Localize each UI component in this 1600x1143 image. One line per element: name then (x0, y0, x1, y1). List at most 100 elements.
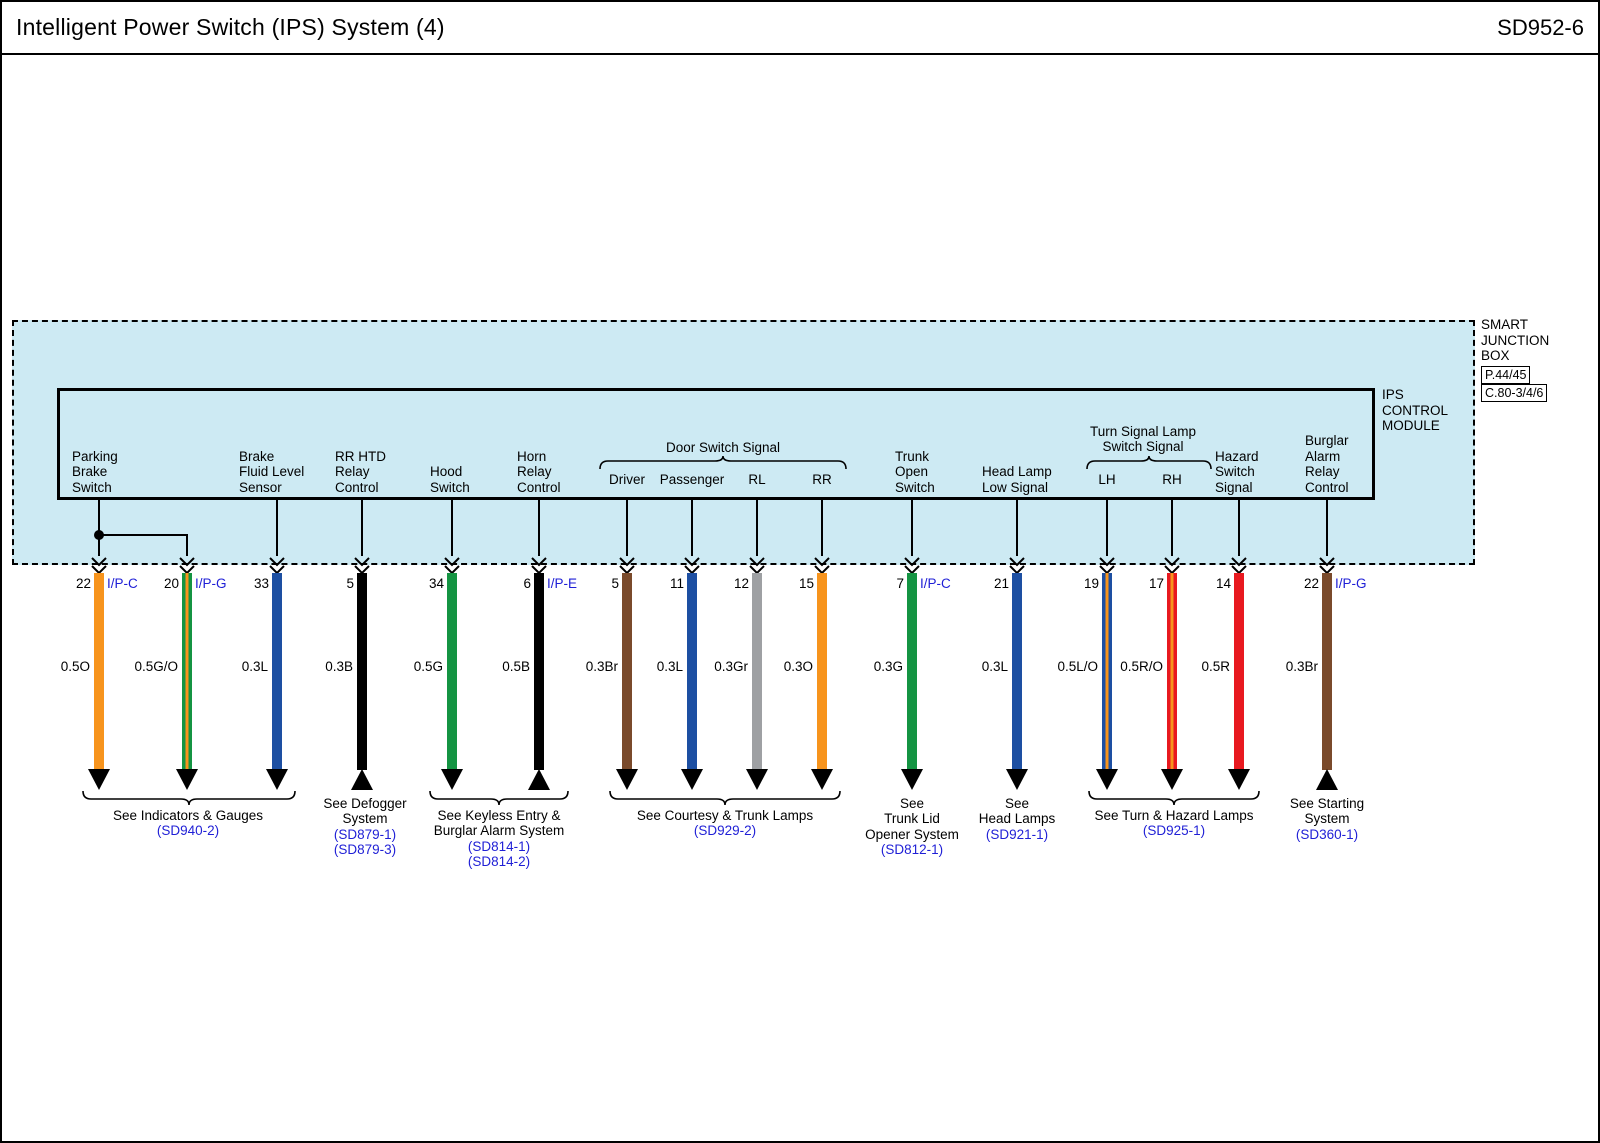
dest-label: See Starting System (1289, 796, 1365, 827)
pin-number: 6 (523, 576, 531, 591)
signal-door-rr: RR (812, 472, 832, 487)
wire-gauge: 0.3L (656, 659, 683, 674)
wire-gauge: 0.3B (325, 659, 353, 674)
brace-courtesy (609, 790, 841, 806)
turn-group-brace (1086, 455, 1212, 470)
wire-bar (817, 573, 827, 770)
arrow-icon (88, 769, 110, 790)
wire-bar (1322, 573, 1332, 770)
signal-trunk-open-switch: Trunk Open Switch (895, 448, 935, 495)
wire-gauge: 0.3L (241, 659, 268, 674)
pin-number: 19 (1083, 576, 1099, 591)
signal-door-rl: RL (748, 472, 766, 487)
dest-label: See Defogger System (323, 796, 407, 827)
leader-line (1238, 500, 1240, 556)
branch-line (98, 534, 188, 536)
pin-number: 20 (163, 576, 179, 591)
signal-turn-rh: RH (1162, 472, 1182, 487)
connector-name: I/P-C (920, 576, 951, 591)
wire-bar (687, 573, 697, 770)
leader-line (98, 500, 100, 556)
brace-indicators (82, 790, 296, 806)
leader-line (1106, 500, 1108, 556)
wire-gauge: 0.5R (1201, 659, 1230, 674)
signal-hazard-switch: Hazard Switch Signal (1215, 448, 1259, 495)
arrow-icon (1316, 769, 1338, 790)
arrow-icon (811, 769, 833, 790)
dest-starting-system: See Starting System (SD360-1) (1290, 796, 1364, 842)
dest-ref-link[interactable]: (SD940-2) (156, 823, 220, 839)
wire-gauge: 0.5R/O (1120, 659, 1163, 674)
pin-number: 12 (733, 576, 749, 591)
dest-label: See Turn & Hazard Lamps (1094, 808, 1254, 823)
connector-name: I/P-G (1335, 576, 1367, 591)
dest-indicators-gauges: See Indicators & Gauges (SD940-2) (113, 808, 263, 839)
wire-bar (622, 573, 632, 770)
dest-ref-link[interactable]: (SD360-1) (1295, 826, 1359, 842)
wire-bar (752, 573, 762, 770)
leader-line (1326, 500, 1328, 556)
dest-ref-link[interactable]: (SD814-1) (467, 838, 531, 854)
arrow-icon (746, 769, 768, 790)
dest-trunk-lid-opener: See Trunk Lid Opener System (SD812-1) (865, 796, 959, 858)
arrow-icon (901, 769, 923, 790)
wire-gauge: 0.3L (981, 659, 1008, 674)
pin-number: 11 (669, 576, 684, 591)
pin-number: 14 (1215, 576, 1231, 591)
leader-line (821, 500, 823, 556)
wire-gauge: 0.3G (873, 659, 903, 674)
dest-ref-link[interactable]: (SD921-1) (985, 826, 1049, 842)
brace-keyless (429, 790, 569, 806)
pin-number: 22 (75, 576, 91, 591)
arrow-icon (351, 769, 373, 790)
leader-line (361, 500, 363, 556)
dest-ref-link[interactable]: (SD814-2) (467, 854, 531, 870)
connector-reference-box: C.80-3/4/6 (1481, 384, 1548, 402)
leader-line (451, 500, 453, 556)
wire-bar (1102, 573, 1112, 770)
signal-door-driver: Driver (609, 472, 645, 487)
door-group-brace (599, 455, 847, 470)
page-code: SD952-6 (1497, 14, 1584, 40)
connector-name: I/P-E (547, 576, 578, 591)
pin-number: 21 (993, 576, 1009, 591)
dest-label: See Keyless Entry & Burglar Alarm System (433, 808, 565, 839)
wire-bar (94, 573, 104, 770)
arrow-icon (1161, 769, 1183, 790)
wire-gauge: 0.3Gr (714, 659, 748, 674)
dest-ref-link[interactable]: (SD925-1) (1142, 823, 1206, 839)
dest-label: See Head Lamps (978, 796, 1056, 827)
signal-brake-fluid-level-sensor: Brake Fluid Level Sensor (239, 448, 305, 495)
pin-number: 34 (428, 576, 444, 591)
dest-head-lamps: See Head Lamps (SD921-1) (979, 796, 1056, 842)
title-bar: Intelligent Power Switch (IPS) System (4… (2, 2, 1598, 55)
dest-ref-link[interactable]: (SD929-2) (693, 823, 757, 839)
signal-head-lamp-low: Head Lamp Low Signal (982, 464, 1052, 495)
wire-bar (534, 573, 544, 770)
arrow-icon (681, 769, 703, 790)
signal-burglar-alarm-relay: Burglar Alarm Relay Control (1305, 433, 1349, 495)
pin-number: 7 (896, 576, 904, 591)
dest-ref-link[interactable]: (SD879-1) (333, 826, 397, 842)
wire-bar (1167, 573, 1177, 770)
arrow-icon (1006, 769, 1028, 790)
dest-ref-link[interactable]: (SD812-1) (880, 842, 944, 858)
dest-keyless-burglar: See Keyless Entry & Burglar Alarm System… (434, 808, 565, 870)
signal-turn-lamp-group-title: Turn Signal Lamp Switch Signal (1089, 424, 1197, 455)
wire-gauge: 0.3O (783, 659, 813, 674)
wire-gauge: 0.3Br (1285, 659, 1318, 674)
pin-number: 17 (1148, 576, 1164, 591)
pin-number: 5 (611, 576, 619, 591)
wire-bar (182, 573, 192, 770)
wire-bar (447, 573, 457, 770)
arrow-icon (266, 769, 288, 790)
page-title: Intelligent Power Switch (IPS) System (4… (16, 14, 445, 40)
signal-turn-lh: LH (1098, 472, 1116, 487)
pin-number: 33 (253, 576, 269, 591)
smart-junction-box-outline (12, 320, 1475, 565)
dest-ref-link[interactable]: (SD879-3) (333, 842, 397, 858)
leader-line (1016, 500, 1018, 556)
arrow-icon (528, 769, 550, 790)
wire-gauge: 0.3Br (585, 659, 618, 674)
brace-turn-hazard (1088, 790, 1260, 806)
